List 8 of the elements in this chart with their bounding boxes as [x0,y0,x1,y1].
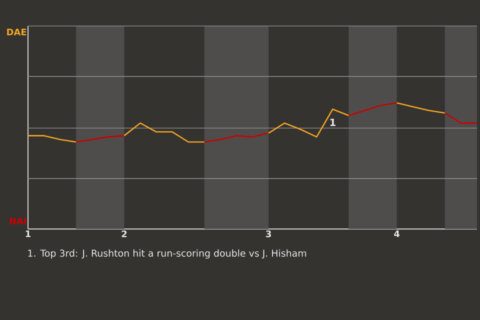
text: 1. Top 3rd: J. Rushton hit a run-scoring double vs J. Hisham [28,249,306,259]
x-tick-label: 1 [26,230,31,238]
x-tick-label: 3 [266,230,271,238]
text: NAI [10,218,26,224]
x-tick-label: 4 [394,230,400,238]
x-tick-label: 2 [122,230,127,238]
annotation: 1 [330,118,336,126]
text: DAE [7,28,26,36]
